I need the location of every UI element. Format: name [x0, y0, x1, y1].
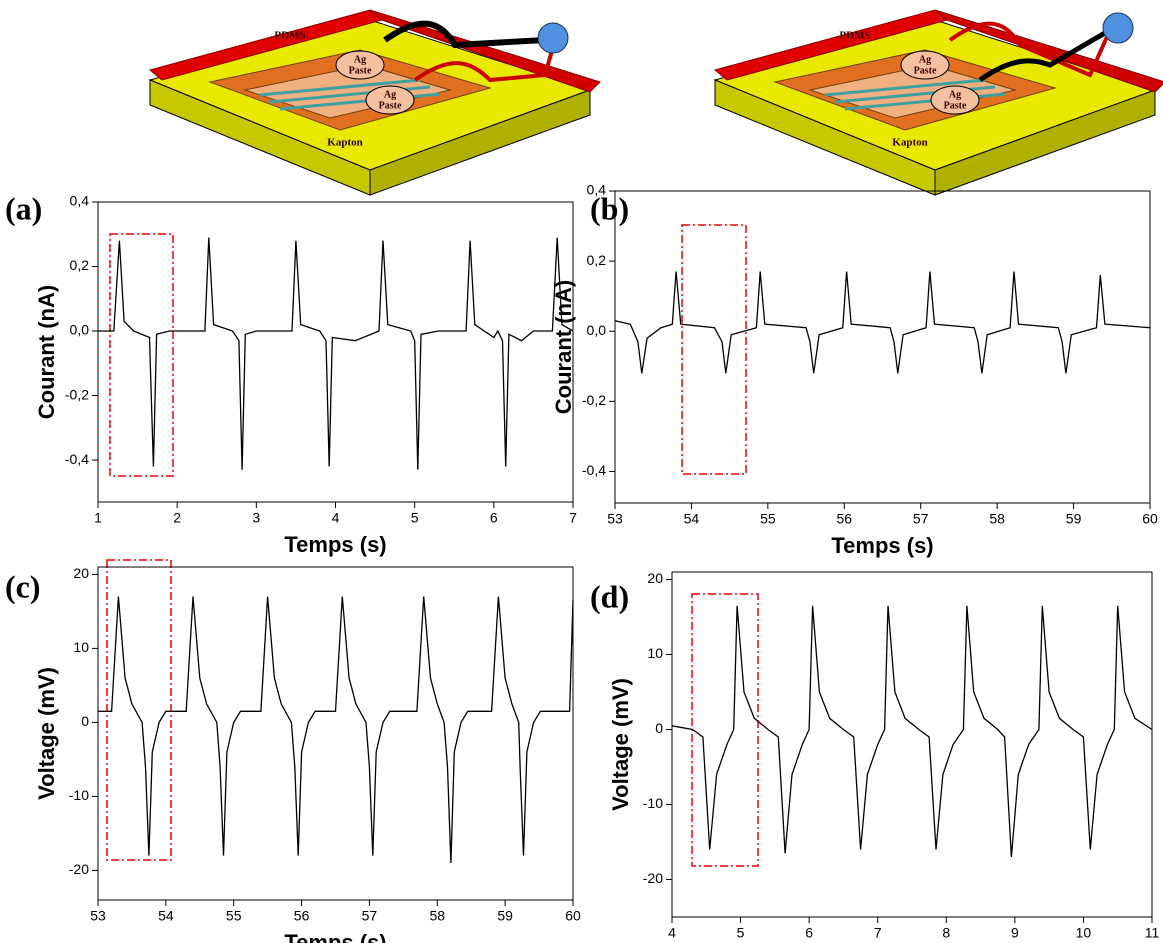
highlight-box: [681, 224, 747, 475]
x-tick-label: 11: [1145, 925, 1160, 941]
panel-label: (a): [5, 190, 42, 226]
x-tick-label: 53: [90, 908, 106, 924]
plot-frame: [614, 190, 1151, 504]
paste-label: Paste: [379, 100, 402, 111]
x-tick-label: 59: [497, 908, 513, 924]
y-tick-label: 0,0: [587, 322, 607, 338]
meter: [537, 22, 569, 54]
highlight-box: [691, 593, 759, 867]
x-tick-label: 55: [226, 908, 242, 924]
x-tick-label: 54: [684, 511, 700, 527]
x-tick-label: 57: [362, 908, 378, 924]
plot-frame: [671, 571, 1153, 918]
x-tick-label: 7: [874, 925, 882, 941]
highlight-box: [109, 233, 174, 477]
paste-label: Paste: [944, 100, 967, 111]
paste-label: Ag: [949, 89, 961, 100]
y-axis-label: Voltage (mV): [608, 678, 633, 811]
x-axis-label: Temps (s): [831, 533, 933, 558]
plot-frame: [97, 201, 574, 503]
x-tick-label: 7: [569, 510, 577, 526]
paste-label: Paste: [349, 65, 372, 76]
x-tick-label: 3: [252, 510, 260, 526]
y-tick-label: 20: [647, 570, 663, 586]
x-tick-label: 9: [1011, 925, 1019, 941]
x-tick-label: 59: [1066, 511, 1082, 527]
x-tick-label: 5: [737, 925, 745, 941]
diagram-a: PDMS Kapton Ag Paste Ag Paste: [148, 8, 602, 197]
signal-line: [614, 271, 1151, 374]
x-tick-label: 56: [294, 908, 310, 924]
meter: [1102, 12, 1134, 44]
signal-line: [671, 605, 1153, 858]
x-tick-label: 4: [668, 925, 676, 941]
y-tick-label: 0,0: [70, 322, 90, 338]
x-tick-label: 5: [411, 510, 419, 526]
kapton-label: Kapton: [892, 137, 927, 149]
y-tick-label: 20: [73, 565, 89, 581]
kapton-label: Kapton: [327, 137, 362, 149]
x-tick-label: 60: [565, 908, 581, 924]
x-axis-label: Temps (s): [284, 532, 386, 557]
x-tick-label: 54: [158, 908, 174, 924]
x-tick-label: 60: [1142, 511, 1158, 527]
wire: [383, 20, 546, 49]
y-tick-label: 0: [81, 713, 89, 729]
x-axis-label: Temps (s): [284, 930, 386, 943]
y-tick-label: -20: [643, 870, 663, 886]
y-tick-label: -0,4: [65, 451, 89, 467]
paste-label: Ag: [919, 54, 931, 65]
pdms-label: PDMS: [274, 30, 305, 42]
x-tick-label: 57: [913, 511, 929, 527]
y-tick-label: -20: [69, 861, 89, 877]
y-tick-label: -0,2: [582, 392, 606, 408]
highlight-box: [106, 559, 172, 861]
signal-line: [98, 237, 574, 470]
y-tick-label: 0,2: [70, 257, 90, 273]
plot-frame: [97, 566, 574, 901]
y-tick-label: 0,4: [70, 193, 90, 209]
x-tick-label: 8: [942, 925, 950, 941]
wire: [413, 39, 557, 83]
y-tick-label: -0,4: [582, 462, 606, 478]
x-tick-label: 10: [1076, 925, 1092, 941]
wire: [978, 27, 1112, 83]
y-tick-label: -10: [69, 787, 89, 803]
y-axis-label: Courant (nA): [551, 280, 576, 414]
signal-line: [98, 596, 574, 864]
pdms-label: PDMS: [839, 30, 870, 42]
x-tick-label: 6: [805, 925, 813, 941]
y-tick-label: 0: [655, 720, 663, 736]
x-tick-label: 2: [173, 510, 181, 526]
x-tick-label: 58: [429, 908, 445, 924]
panel-label: (d): [590, 578, 629, 614]
panel-label: (c): [5, 568, 41, 604]
x-tick-label: 56: [836, 511, 852, 527]
wire: [948, 21, 1112, 78]
y-axis-label: Courant (nA): [34, 285, 59, 419]
y-tick-label: 10: [73, 639, 89, 655]
diagram-b: PDMS Kapton Ag Paste Ag Paste: [713, 8, 1163, 197]
panel-label: (b): [590, 190, 629, 226]
x-tick-label: 1: [94, 510, 102, 526]
y-axis-label: Voltage (mV): [34, 667, 59, 800]
y-tick-label: 0,2: [587, 252, 607, 268]
paste-label: Ag: [384, 89, 396, 100]
x-tick-label: 58: [989, 511, 1005, 527]
y-tick-label: 0,4: [587, 182, 607, 198]
x-tick-label: 55: [760, 511, 776, 527]
paste-label: Paste: [914, 65, 937, 76]
x-tick-label: 6: [490, 510, 498, 526]
x-tick-label: 4: [332, 510, 340, 526]
y-tick-label: 10: [647, 645, 663, 661]
y-tick-label: -10: [643, 795, 663, 811]
y-tick-label: -0,2: [65, 386, 89, 402]
x-tick-label: 53: [607, 511, 623, 527]
paste-label: Ag: [354, 54, 366, 65]
